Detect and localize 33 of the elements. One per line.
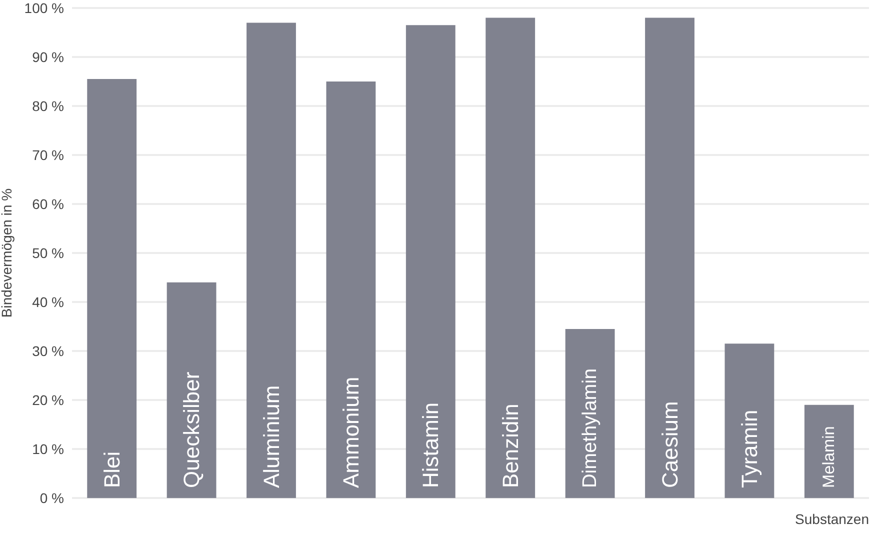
x-tick-label: Aluminium	[258, 385, 284, 488]
x-tick-label: Tyramin	[736, 410, 762, 488]
bar	[406, 25, 456, 498]
x-tick-label: Quecksilber	[179, 372, 204, 488]
x-tick-label: Melamin	[820, 426, 838, 488]
y-axis-title: Bindevermögen in %	[0, 188, 14, 318]
bar	[565, 328, 615, 498]
x-tick-label: Histamin	[418, 402, 444, 488]
y-tick-label: 50 %	[32, 245, 64, 261]
x-tick-label: Ammonium	[338, 376, 364, 488]
y-tick-label: 80 %	[32, 98, 64, 114]
y-tick-label: 10 %	[32, 441, 64, 457]
bar	[804, 404, 854, 498]
x-tick-label: Dimethylamin	[579, 368, 602, 488]
y-tick-label: 100 %	[24, 0, 64, 16]
x-tick-label: Benzidin	[498, 404, 523, 488]
bar	[724, 344, 774, 498]
y-tick-label: 90 %	[32, 49, 64, 65]
bar	[166, 282, 216, 498]
y-tick-label: 30 %	[32, 343, 64, 359]
bar	[326, 82, 376, 498]
x-axis-title: Substanzen	[795, 511, 869, 527]
bar	[246, 22, 296, 498]
bar	[87, 79, 137, 498]
bar	[486, 18, 536, 498]
x-tick-label: Caesium	[657, 401, 682, 488]
x-tick-label: Blei	[99, 451, 124, 488]
y-tick-label: 60 %	[32, 196, 64, 212]
y-tick-label: 40 %	[32, 294, 64, 310]
y-tick-label: 20 %	[32, 392, 64, 408]
y-tick-label: 0 %	[40, 490, 64, 506]
y-tick-label: 70 %	[32, 147, 64, 163]
bar	[645, 18, 694, 498]
